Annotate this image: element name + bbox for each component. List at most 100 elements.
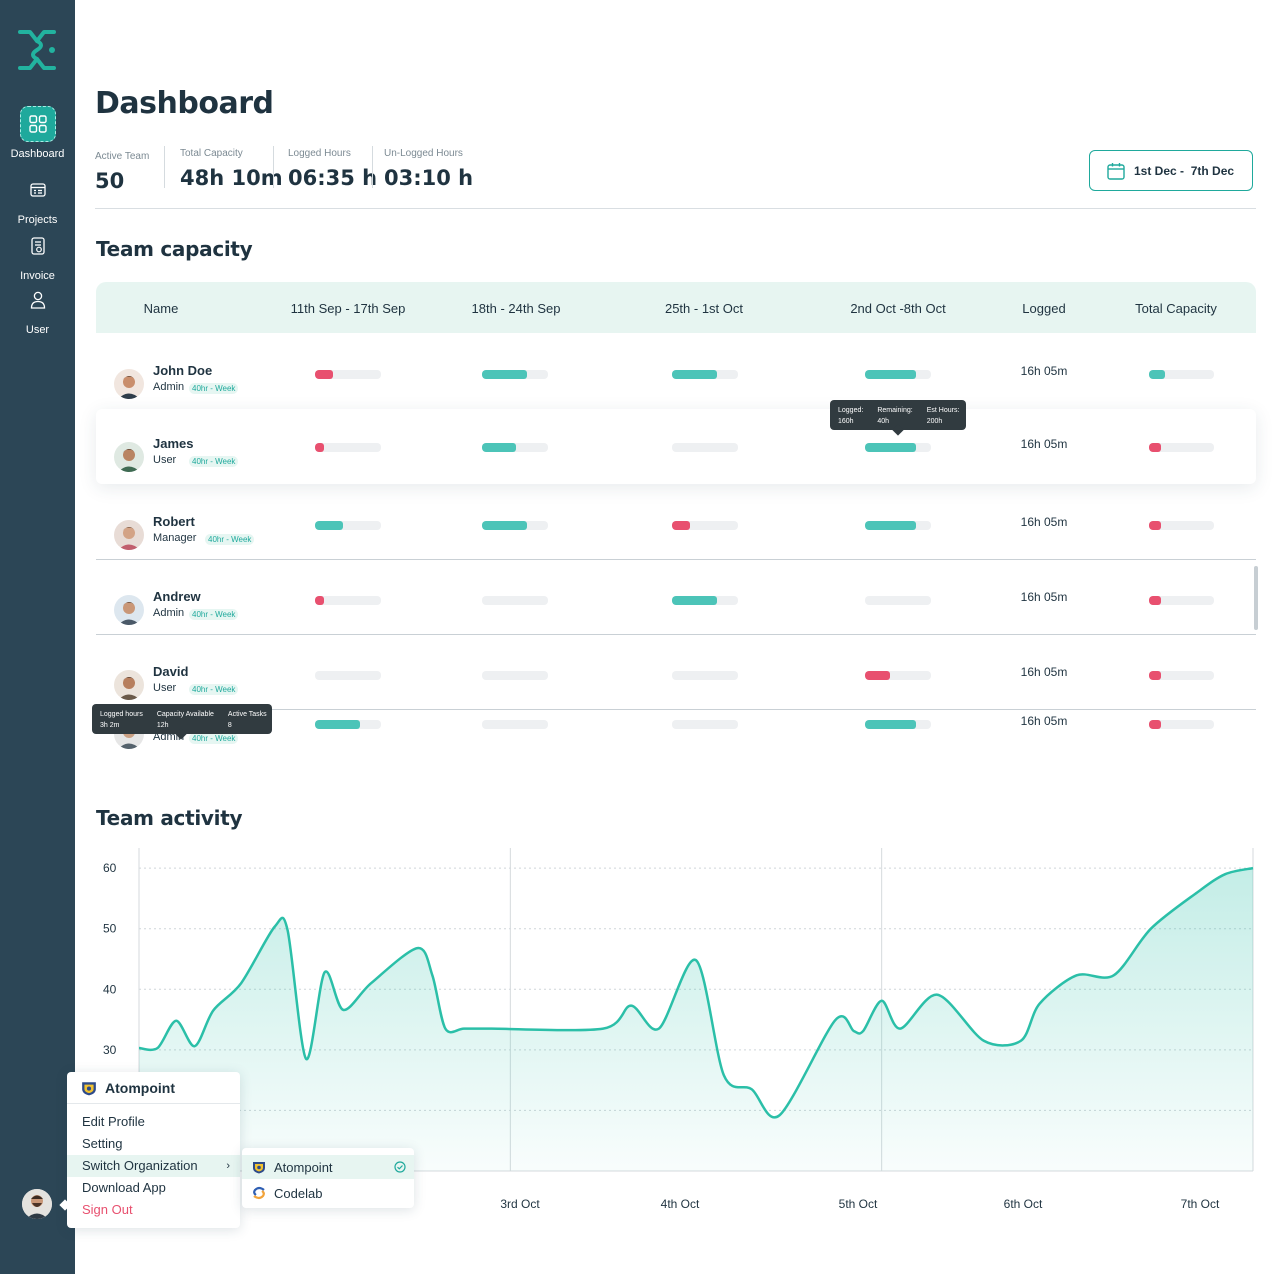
week-capacity-bar[interactable] <box>315 671 381 680</box>
sidebar-item-label: User <box>25 324 50 336</box>
row-divider <box>96 559 1256 560</box>
projects-icon <box>20 172 56 208</box>
capacity-table-header: Name 11th Sep - 17th Sep 18th - 24th Sep… <box>96 282 1256 333</box>
table-row[interactable]: Robert Manager 40hr - Week 16h 05m <box>96 485 1256 560</box>
page-title: Dashboard <box>95 86 274 121</box>
week-capacity-bar[interactable] <box>315 596 381 605</box>
week-capacity-bar[interactable] <box>482 671 548 680</box>
sidebar-item-dashboard[interactable]: Dashboard <box>0 106 75 160</box>
week-capacity-bar[interactable] <box>672 521 738 530</box>
stat-value: 06:35 h <box>288 166 378 190</box>
bar-fill <box>1149 671 1161 680</box>
organization-submenu: Atompoint Codelab <box>242 1148 414 1208</box>
column-header-week-4: 2nd Oct -8th Oct <box>850 301 946 316</box>
week-capacity-bar[interactable] <box>672 596 738 605</box>
user-name[interactable]: James <box>153 436 194 451</box>
avatar <box>114 670 144 700</box>
sidebar-item-projects[interactable]: Projects <box>0 172 75 226</box>
total-capacity-bar[interactable] <box>1149 521 1214 530</box>
week-capacity-bar[interactable] <box>315 443 381 452</box>
total-capacity-bar[interactable] <box>1149 596 1214 605</box>
total-capacity-bar[interactable] <box>1149 720 1214 729</box>
column-header-logged: Logged <box>1022 301 1066 316</box>
profile-avatar[interactable] <box>22 1189 52 1219</box>
week-capacity-bar[interactable] <box>315 720 381 729</box>
dashboard-grid-icon <box>19 106 56 142</box>
table-scrollbar[interactable] <box>1254 566 1258 630</box>
stat-value: 48h 10m <box>180 166 283 190</box>
stat-value: 03:10 h <box>384 166 474 190</box>
hours-badge: 40hr - Week <box>189 383 239 394</box>
logged-hours: 16h 05m <box>1020 590 1068 604</box>
menu-item-download-app[interactable]: Download App <box>82 1180 166 1195</box>
user-name[interactable]: John Doe <box>153 363 213 378</box>
org-option-codelab[interactable]: Codelab <box>242 1181 414 1205</box>
menu-item-sign-out[interactable]: Sign Out <box>82 1202 133 1217</box>
menu-item-edit-profile[interactable]: Edit Profile <box>82 1114 145 1129</box>
hours-badge: 40hr - Week <box>189 684 239 695</box>
week-capacity-bar[interactable] <box>672 720 738 729</box>
stat-label: Un-Logged Hours <box>384 148 463 159</box>
total-capacity-bar[interactable] <box>1149 370 1214 379</box>
table-row[interactable]: James User 40hr - Week 16h 05m <box>96 409 1256 484</box>
header-divider <box>95 208 1256 209</box>
menu-item-switch-organization[interactable]: Switch Organization › <box>67 1155 240 1177</box>
user-role: User <box>153 682 177 694</box>
bar-fill <box>1149 521 1161 530</box>
week-capacity-bar[interactable] <box>482 720 548 729</box>
week-capacity-bar[interactable] <box>315 521 381 530</box>
week-capacity-bar[interactable] <box>865 596 931 605</box>
user-role: Admin <box>153 607 185 619</box>
menu-item-setting[interactable]: Setting <box>82 1136 123 1151</box>
date-range-button[interactable]: 1st Dec - 7th Dec <box>1089 150 1253 191</box>
user-name[interactable]: David <box>153 664 189 679</box>
table-row[interactable]: John Doe Admin 40hr - Week 16h 05m <box>96 334 1256 409</box>
x-tick-label: 7th Oct <box>1181 1197 1220 1211</box>
week-capacity-bar[interactable] <box>672 370 738 379</box>
y-tick-label: 60 <box>103 861 117 875</box>
sidebar-item-invoice[interactable]: Invoice <box>0 228 75 282</box>
current-organization[interactable]: Atompoint <box>67 1072 240 1104</box>
total-capacity-bar[interactable] <box>1149 671 1214 680</box>
week-capacity-bar[interactable] <box>482 370 548 379</box>
hours-badge: 40hr - Week <box>189 456 239 467</box>
org-option-atompoint[interactable]: Atompoint <box>242 1155 414 1179</box>
user-name[interactable]: Andrew <box>153 589 201 604</box>
tooltip-value: 8 <box>227 722 232 729</box>
logged-hours: 16h 05m <box>1020 714 1068 728</box>
week-capacity-bar[interactable] <box>865 370 931 379</box>
bar-fill <box>1149 720 1161 729</box>
week-capacity-bar[interactable] <box>865 671 931 680</box>
stat-active-team: Active Team 50 <box>95 151 149 193</box>
week-capacity-bar[interactable] <box>672 671 738 680</box>
week-capacity-bar[interactable] <box>482 443 548 452</box>
stat-total-capacity: Total Capacity 48h 10m <box>180 148 283 190</box>
week-capacity-bar[interactable] <box>315 370 381 379</box>
total-capacity-bar[interactable] <box>1149 443 1214 452</box>
week-capacity-bar[interactable] <box>865 443 931 452</box>
week-capacity-bar[interactable] <box>482 596 548 605</box>
invoice-icon <box>20 228 56 264</box>
avatar <box>114 442 144 472</box>
user-role: Manager <box>153 532 197 544</box>
week-capacity-bar[interactable] <box>482 521 548 530</box>
atompoint-logo-icon <box>82 1081 96 1095</box>
team-capacity-title: Team capacity <box>96 237 253 261</box>
table-row[interactable]: David User 40hr - Week 16h 05m <box>96 635 1256 710</box>
bar-fill <box>1149 370 1165 379</box>
week-capacity-bar[interactable] <box>865 521 931 530</box>
bar-fill <box>672 521 691 530</box>
stat-unlogged-hours: Un-Logged Hours 03:10 h <box>384 148 473 190</box>
table-row[interactable]: Andrew Admin 40hr - Week 16h 05m <box>96 560 1256 635</box>
bar-fill <box>1149 596 1161 605</box>
bar-fill <box>865 370 917 379</box>
week-capacity-bar[interactable] <box>865 720 931 729</box>
column-header-week-1: 11th Sep - 17th Sep <box>290 301 406 316</box>
calendar-icon <box>1107 162 1125 180</box>
tooltip-value: 160h <box>838 418 854 425</box>
stat-divider <box>273 146 274 188</box>
user-name[interactable]: Robert <box>153 514 195 529</box>
week-capacity-bar[interactable] <box>672 443 738 452</box>
stat-divider <box>164 146 165 188</box>
sidebar-item-user[interactable]: User <box>0 282 75 336</box>
